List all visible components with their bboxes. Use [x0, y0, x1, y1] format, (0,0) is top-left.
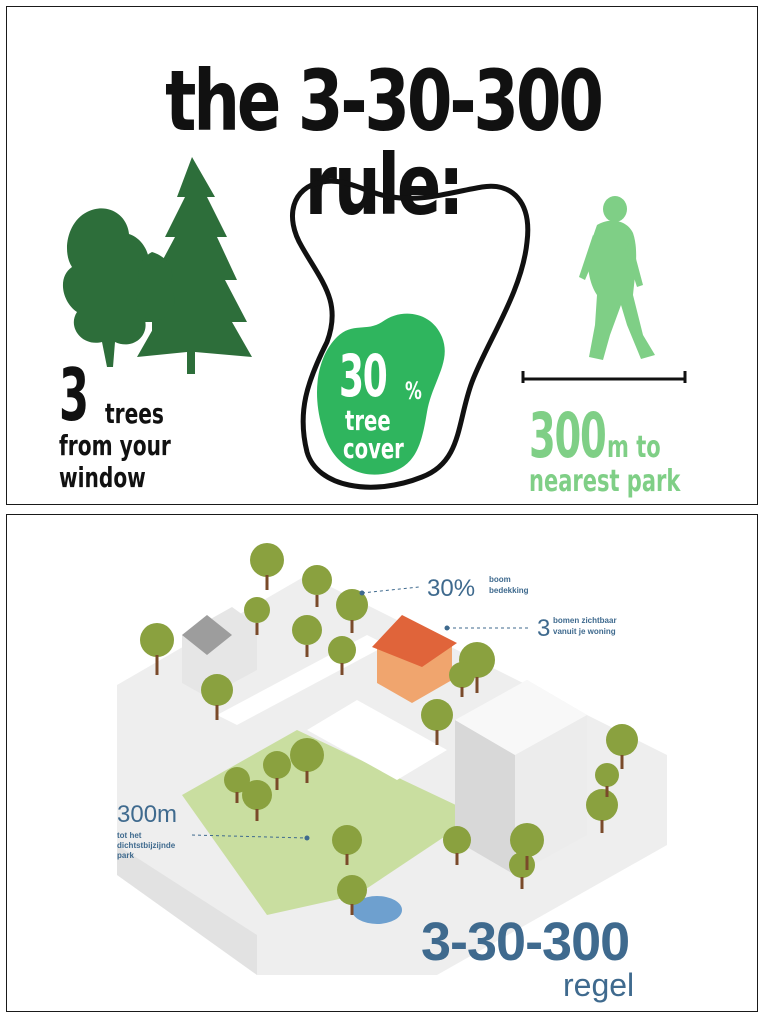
cover-callout-line2: bedekking — [489, 586, 529, 595]
cover-percent: % — [405, 377, 422, 405]
park-line2: nearest park — [529, 464, 681, 499]
isometric-neighborhood — [117, 543, 667, 975]
park-callout-line3: park — [117, 851, 134, 860]
cover-number: 30 — [339, 342, 388, 410]
trees-word: trees — [105, 397, 164, 430]
trees-callout-number: 3 — [537, 615, 551, 642]
trees-line3: window — [59, 461, 146, 494]
park-number: 300 — [529, 399, 607, 472]
distance-bar — [521, 371, 687, 383]
trees-callout-line2: vanuit je woning — [553, 627, 616, 636]
tree-cluster — [140, 543, 638, 915]
rule-subtitle: regel — [563, 967, 635, 1003]
park-callout-line1: tot het — [117, 831, 142, 840]
trees-line2: from your — [59, 429, 171, 462]
cover-callout-line1: boom — [489, 575, 511, 584]
cover-line2: cover — [343, 432, 404, 465]
bottom-illustration: 30% boom bedekking 3 bomen zichtbaar van… — [6, 514, 758, 1012]
tree-cover-blob — [290, 178, 531, 490]
park-callout-line2: dichtstbijzijnde — [117, 841, 176, 850]
cover-line1: tree — [345, 404, 391, 437]
trees-number: 3 — [59, 353, 90, 437]
poster-title: the 3-30-300 rule: — [165, 52, 604, 234]
cover-callout-number: 30% — [427, 575, 476, 602]
trees-illustration — [62, 157, 252, 374]
rule-title: 3-30-300 — [421, 912, 630, 972]
top-poster: the 3-30-300 rule: 3 trees from your win… — [6, 6, 758, 505]
walking-person-icon — [579, 196, 655, 360]
park-unit: m to — [607, 430, 661, 465]
park-callout-number: 300m — [117, 801, 178, 828]
trees-callout-line1: bomen zichtbaar — [553, 616, 617, 625]
